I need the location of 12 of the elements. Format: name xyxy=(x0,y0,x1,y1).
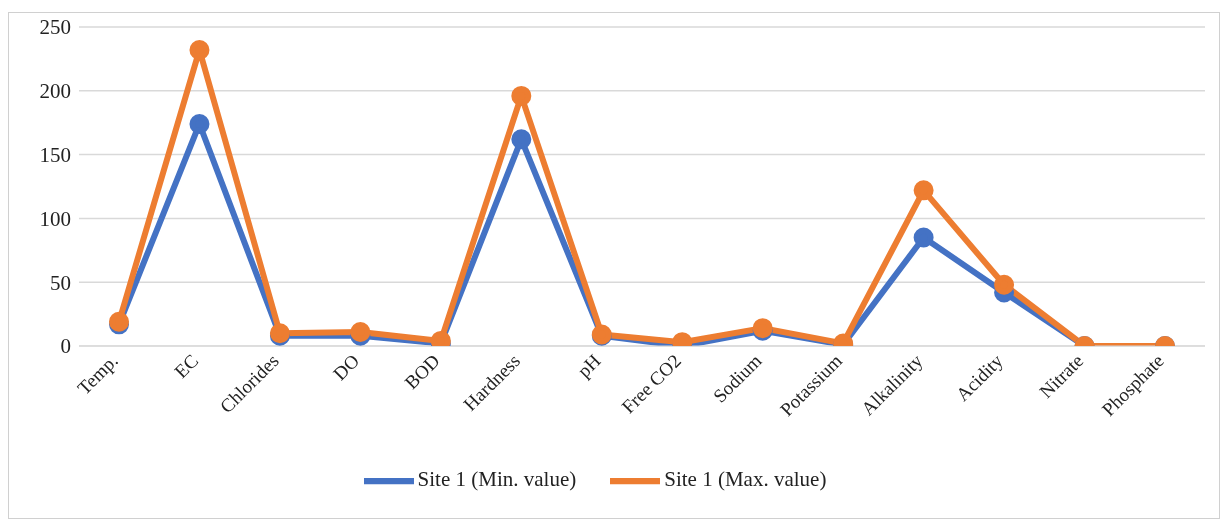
legend-label: Site 1 (Min. value) xyxy=(417,466,577,491)
legend-label: Site 1 (Max. value) xyxy=(664,466,827,491)
y-tick-label: 50 xyxy=(50,270,71,295)
x-tick-label: pH xyxy=(573,349,605,382)
y-tick-label: 250 xyxy=(39,15,71,40)
y-tick-label: 0 xyxy=(60,334,71,359)
x-tick-label: EC xyxy=(170,349,203,382)
x-tick-label: Free CO2 xyxy=(617,349,686,418)
y-tick-label: 150 xyxy=(39,143,71,168)
y-tick-label: 100 xyxy=(39,206,71,231)
y-tick-label: 200 xyxy=(39,79,71,104)
x-tick-label: DO xyxy=(328,349,364,385)
